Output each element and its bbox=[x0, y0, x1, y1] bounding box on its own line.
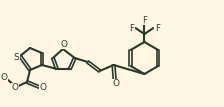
Text: O: O bbox=[12, 83, 19, 92]
Text: O: O bbox=[60, 39, 67, 48]
Text: O: O bbox=[112, 80, 119, 88]
Text: F: F bbox=[155, 24, 160, 33]
Text: O: O bbox=[39, 83, 46, 92]
Text: S: S bbox=[13, 53, 19, 62]
Text: F: F bbox=[142, 16, 147, 25]
Text: O: O bbox=[1, 74, 8, 82]
Text: F: F bbox=[129, 24, 134, 33]
